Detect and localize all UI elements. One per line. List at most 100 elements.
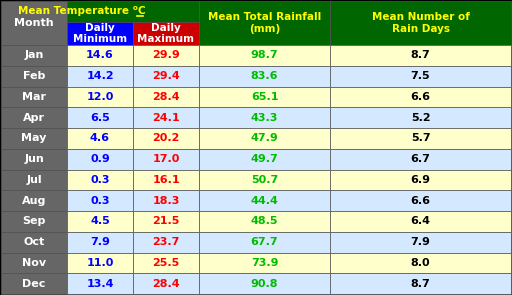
Bar xyxy=(1,1,67,45)
Bar xyxy=(67,253,133,273)
Text: Feb: Feb xyxy=(23,71,45,81)
Bar xyxy=(330,45,511,66)
Bar xyxy=(330,128,511,149)
Text: 28.4: 28.4 xyxy=(152,278,180,289)
Bar xyxy=(199,190,330,211)
Text: 4.5: 4.5 xyxy=(90,216,110,226)
Text: 50.7: 50.7 xyxy=(251,175,278,185)
Bar xyxy=(133,253,199,273)
Bar xyxy=(67,273,133,294)
Text: 5.7: 5.7 xyxy=(411,133,430,143)
Text: 44.4: 44.4 xyxy=(250,196,279,206)
Text: Mean Temperature: Mean Temperature xyxy=(18,6,133,17)
Text: 13.4: 13.4 xyxy=(86,278,114,289)
Text: Mean Number of
Rain Days: Mean Number of Rain Days xyxy=(372,12,470,34)
Bar xyxy=(133,232,199,253)
Text: o: o xyxy=(133,5,138,11)
Text: 14.6: 14.6 xyxy=(86,50,114,60)
Text: 8.7: 8.7 xyxy=(411,50,431,60)
Text: 7.5: 7.5 xyxy=(411,71,430,81)
Text: 20.2: 20.2 xyxy=(152,133,180,143)
Bar xyxy=(330,170,511,190)
Bar xyxy=(199,66,330,86)
Text: 28.4: 28.4 xyxy=(152,92,180,102)
Bar xyxy=(330,273,511,294)
Bar xyxy=(199,149,330,170)
Text: 7.9: 7.9 xyxy=(90,237,110,247)
Bar xyxy=(67,128,133,149)
Bar xyxy=(133,45,199,66)
Bar xyxy=(1,273,67,294)
Bar xyxy=(330,1,511,45)
Bar xyxy=(1,211,67,232)
Text: Jan: Jan xyxy=(24,50,44,60)
Text: 49.7: 49.7 xyxy=(251,154,279,164)
Text: 7.9: 7.9 xyxy=(411,237,431,247)
Text: 6.6: 6.6 xyxy=(411,92,431,102)
Text: 43.3: 43.3 xyxy=(251,113,278,123)
Text: Month: Month xyxy=(14,18,54,28)
Bar xyxy=(199,273,330,294)
Text: Jun: Jun xyxy=(24,154,44,164)
Bar xyxy=(199,107,330,128)
Bar xyxy=(199,253,330,273)
Text: 14.2: 14.2 xyxy=(86,71,114,81)
Bar xyxy=(67,107,133,128)
Bar xyxy=(330,211,511,232)
Bar xyxy=(67,149,133,170)
Bar xyxy=(1,170,67,190)
Bar xyxy=(330,66,511,86)
Bar xyxy=(1,232,67,253)
Text: 0.9: 0.9 xyxy=(90,154,110,164)
Bar xyxy=(1,86,67,107)
Bar xyxy=(199,86,330,107)
Bar xyxy=(1,128,67,149)
Bar xyxy=(1,45,67,66)
Text: 5.2: 5.2 xyxy=(411,113,430,123)
Text: 29.9: 29.9 xyxy=(152,50,180,60)
Text: 67.7: 67.7 xyxy=(251,237,279,247)
Text: 6.5: 6.5 xyxy=(90,113,110,123)
Text: 12.0: 12.0 xyxy=(87,92,114,102)
Text: 47.9: 47.9 xyxy=(251,133,279,143)
Text: May: May xyxy=(22,133,47,143)
Bar xyxy=(67,232,133,253)
Text: Oct: Oct xyxy=(24,237,45,247)
Text: 17.0: 17.0 xyxy=(152,154,180,164)
Text: 18.3: 18.3 xyxy=(152,196,180,206)
Bar xyxy=(199,1,330,45)
Text: Nov: Nov xyxy=(22,258,46,268)
Text: 25.5: 25.5 xyxy=(153,258,180,268)
Bar xyxy=(199,128,330,149)
Text: Apr: Apr xyxy=(23,113,45,123)
Bar xyxy=(330,232,511,253)
Text: 73.9: 73.9 xyxy=(251,258,278,268)
Text: 98.7: 98.7 xyxy=(251,50,279,60)
Bar xyxy=(330,149,511,170)
Text: Daily
Minimum: Daily Minimum xyxy=(73,23,127,44)
Text: 6.9: 6.9 xyxy=(411,175,431,185)
Bar xyxy=(199,232,330,253)
Bar xyxy=(330,107,511,128)
Bar xyxy=(1,149,67,170)
Text: 29.4: 29.4 xyxy=(152,71,180,81)
Text: 6.6: 6.6 xyxy=(411,196,431,206)
Bar xyxy=(133,107,199,128)
Bar xyxy=(1,66,67,86)
Text: 6.4: 6.4 xyxy=(411,216,431,226)
Text: Aug: Aug xyxy=(22,196,46,206)
Bar xyxy=(133,190,199,211)
Text: Sep: Sep xyxy=(23,216,46,226)
Bar xyxy=(133,211,199,232)
Bar xyxy=(67,211,133,232)
Text: Jul: Jul xyxy=(26,175,42,185)
Bar xyxy=(1,253,67,273)
Text: 16.1: 16.1 xyxy=(152,175,180,185)
Text: 21.5: 21.5 xyxy=(152,216,180,226)
Bar xyxy=(67,170,133,190)
Bar xyxy=(67,1,199,22)
Bar xyxy=(1,107,67,128)
Text: 0.3: 0.3 xyxy=(90,175,110,185)
Text: 90.8: 90.8 xyxy=(251,278,278,289)
Bar xyxy=(67,190,133,211)
